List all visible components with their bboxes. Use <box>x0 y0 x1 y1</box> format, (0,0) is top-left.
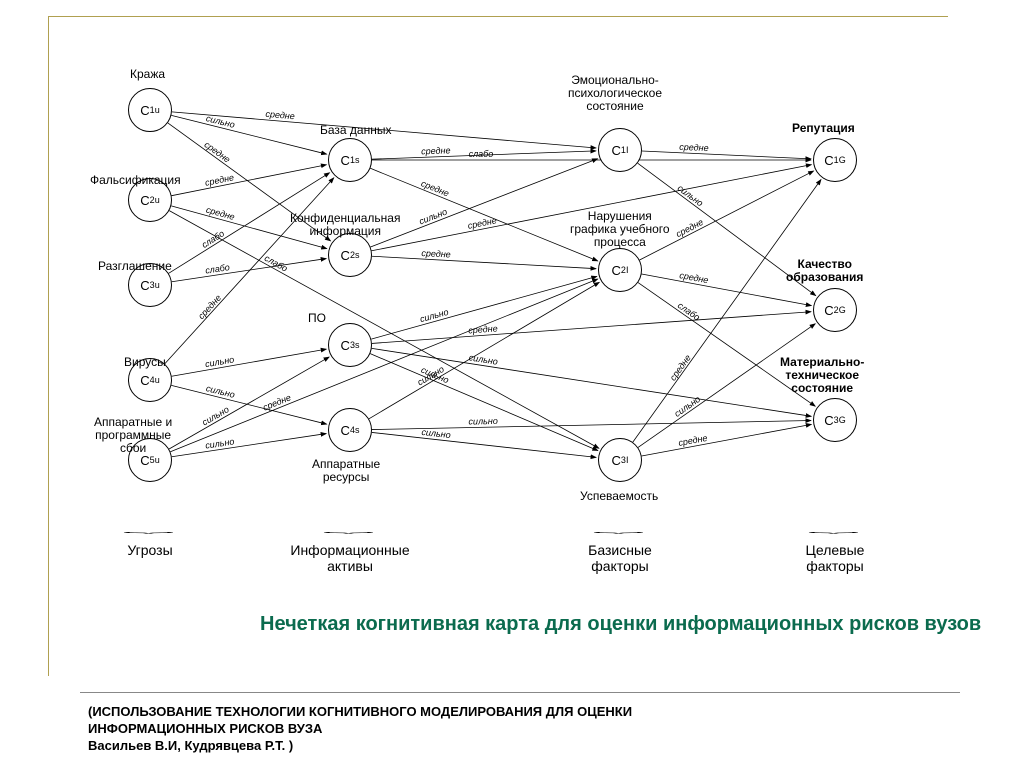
edge-label-C3u-C1s: слабо <box>200 228 226 250</box>
node-C3i: C3I <box>598 438 642 482</box>
node-C2s: C2s <box>328 233 372 277</box>
edge-label-C2i-C2g: средне <box>679 270 710 285</box>
title-text: Нечеткая когнитивная карта для оценки ин… <box>260 613 981 635</box>
edge-label-C4s-C3g: сильно <box>468 416 497 427</box>
edge-C1u-C1s <box>171 115 326 154</box>
edges-layer: сильно средне средне средне средне слабо слабо… <box>80 60 930 580</box>
group-label-basic: Базисныефакторы <box>550 542 690 574</box>
node-label-C5u: Аппаратные ипрограммныесбои <box>94 416 172 456</box>
edge-label-C1u-C2s: средне <box>202 139 232 164</box>
edge-C4s-C3i <box>372 432 596 457</box>
node-label-C4s: Аппаратныересурсы <box>312 458 380 484</box>
node-label-C3i: Успеваемость <box>580 490 658 503</box>
diagram-title: Нечеткая когнитивная карта для оценки ин… <box>260 612 981 637</box>
cognitive-map-diagram: сильно средне средне средне средне слабо слабо… <box>80 60 930 580</box>
citation-line3: Васильев В.И, Кудрявцева Р.Т. ) <box>88 738 293 753</box>
citation-block: (ИСПОЛЬЗОВАНИЕ ТЕХНОЛОГИИ КОГНИТИВНОГО М… <box>88 704 632 755</box>
edge-C3i-C3g <box>642 424 812 456</box>
edge-C3u-C2s <box>172 259 327 282</box>
edge-C5u-C3s <box>169 357 329 449</box>
node-label-C4u: Вирусы <box>124 356 166 369</box>
node-label-C3g: Материально-техническоесостояние <box>780 356 864 396</box>
group-label-target: Целевыефакторы <box>765 542 905 574</box>
citation-line1: (ИСПОЛЬЗОВАНИЕ ТЕХНОЛОГИИ КОГНИТИВНОГО М… <box>88 704 632 719</box>
group-brace-threats: ⏟ <box>123 523 173 533</box>
edge-label-C5u-C4s: сильно <box>205 436 235 450</box>
group-brace-target: ⏟ <box>808 523 858 533</box>
edge-C4u-C4s <box>171 385 326 424</box>
node-label-C2i: Нарушенияграфика учебногопроцесса <box>570 210 670 250</box>
edge-label-C3s-C3g: сильно <box>468 352 498 366</box>
edge-C2u-C3i <box>169 211 599 449</box>
edge-label-C4u-C1s: средне <box>196 293 223 321</box>
node-label-C1s: База данных <box>320 124 391 137</box>
edge-label-C5u-C2i: средне <box>261 392 292 412</box>
citation-line2: ИНФОРМАЦИОННЫХ РИСКОВ ВУЗА <box>88 721 322 736</box>
group-brace-assets: ⏟ <box>323 523 373 533</box>
edge-label-C1i-C1g: средне <box>679 142 709 153</box>
node-label-C2s: Конфиденциальнаяинформация <box>290 212 400 238</box>
separator-line <box>80 692 960 693</box>
frame-left <box>48 16 49 676</box>
edge-label-C2u-C1s: средне <box>204 172 235 188</box>
edge-label-C1s-C2i: средне <box>420 178 451 198</box>
edge-label-C3s-C2g: средне <box>468 323 498 335</box>
node-label-C2g: Качествообразования <box>786 258 863 284</box>
node-C1i: C1I <box>598 128 642 172</box>
group-brace-basic: ⏟ <box>593 523 643 533</box>
edge-label-C2s-C2i: средне <box>421 248 451 260</box>
edge-label-C2s-C1g: средне <box>467 215 498 230</box>
edge-C2s-C1i <box>371 159 598 247</box>
node-label-C1u: Кража <box>130 68 165 81</box>
group-label-threats: Угрозы <box>80 542 220 558</box>
edge-label-C3i-C2g: сильно <box>672 394 702 419</box>
edge-label-C3i-C3g: средне <box>678 433 709 448</box>
node-C1g: C1G <box>813 138 857 182</box>
node-label-C3s: ПО <box>308 312 326 325</box>
node-label-C2u: Фальсификация <box>90 174 181 187</box>
node-C1u: C1u <box>128 88 172 132</box>
edge-label-C2u-C3i: слабо <box>263 253 289 274</box>
frame-top <box>48 16 948 17</box>
node-C2i: C2I <box>598 248 642 292</box>
node-C4s: C4s <box>328 408 372 452</box>
edge-C4s-C3g <box>372 420 811 429</box>
edge-label-C3i-C1g: средне <box>668 353 693 383</box>
node-C1s: C1s <box>328 138 372 182</box>
edge-C2u-C1s <box>172 165 327 196</box>
node-label-C3u: Разглашение <box>98 260 172 273</box>
edge-label-C4u-C3s: сильно <box>204 354 235 369</box>
node-label-C1g: Репутация <box>792 122 855 135</box>
edge-C5u-C4s <box>172 434 327 457</box>
edge-label-C1s-C1i: средне <box>421 145 451 156</box>
node-C3s: C3s <box>328 323 372 367</box>
edge-label-C2i-C1g: средне <box>674 217 705 239</box>
node-label-C1i: Эмоционально-психологическоесостояние <box>568 74 662 114</box>
edge-label-C1u-C1i: средне <box>265 109 295 121</box>
edge-C2s-C2i <box>372 256 596 268</box>
edge-C1i-C1g <box>642 151 811 159</box>
edge-label-C2s-C1i: сильно <box>418 207 449 227</box>
edge-C1s-C2i <box>370 168 597 261</box>
node-C3g: C3G <box>813 398 857 442</box>
group-label-assets: Информационныеактивы <box>280 542 420 574</box>
edge-label-C1s-C1g: слабо <box>469 149 494 159</box>
node-C2g: C2G <box>813 288 857 332</box>
edge-C4u-C1s <box>165 178 334 364</box>
edge-C4s-C2i <box>369 282 599 419</box>
